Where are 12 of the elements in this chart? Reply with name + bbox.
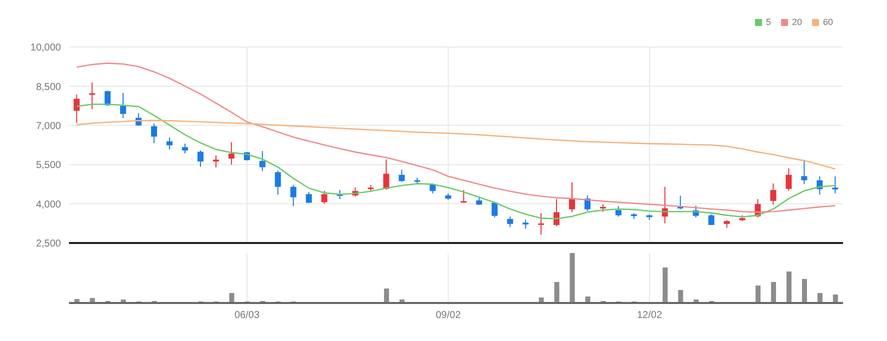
legend-label: 20 [792,17,802,27]
y-tick-label: 10,000 [30,42,62,54]
y-tick-label: 7,000 [36,120,62,132]
y-tick-label: 2,500 [36,238,62,250]
x-tick-label: 06/03 [234,310,260,322]
x-tick-label: 09/02 [436,310,462,322]
legend-label: 60 [822,17,833,27]
x-tick-label: 12/02 [636,310,662,322]
y-tick-label: 5,500 [36,160,62,172]
y-tick-label: 4,000 [36,199,62,210]
y-tick-label: 8,500 [36,82,62,93]
legend-label: 5 [766,17,771,27]
